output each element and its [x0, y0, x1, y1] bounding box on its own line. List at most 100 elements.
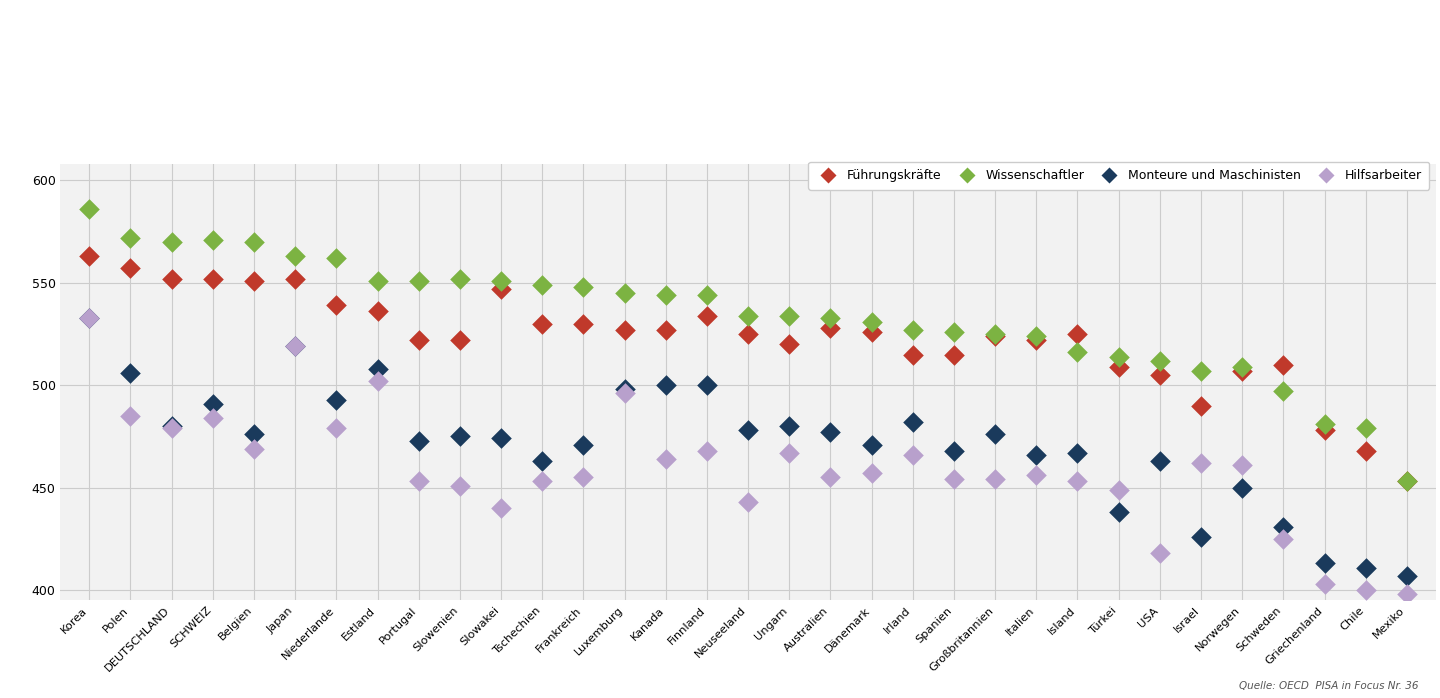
Point [325, 394, 348, 405]
Point [1107, 361, 1130, 372]
Point [284, 251, 307, 262]
Point [1066, 347, 1089, 358]
Point [942, 474, 965, 485]
Point [1395, 476, 1418, 487]
Point [860, 468, 883, 479]
Point [1148, 355, 1171, 366]
Point [284, 341, 307, 352]
Point [984, 429, 1007, 440]
Point [490, 275, 513, 286]
Point [242, 443, 265, 454]
Point [613, 288, 636, 299]
Point [120, 410, 143, 422]
Point [490, 503, 513, 514]
Point [78, 251, 101, 262]
Point [613, 384, 636, 395]
Point [1107, 351, 1130, 362]
Point [696, 445, 719, 456]
Point [160, 421, 183, 432]
Point [901, 417, 924, 428]
Point [1025, 330, 1048, 341]
Point [242, 275, 265, 286]
Point [984, 330, 1007, 341]
Point [408, 334, 431, 346]
Point [860, 327, 883, 338]
Point [942, 445, 965, 456]
Point [1107, 507, 1130, 518]
Point [736, 496, 760, 507]
Point [819, 426, 842, 438]
Point [1066, 476, 1089, 487]
Point [325, 253, 348, 264]
Point [490, 433, 513, 444]
Text: Durchschnittliche Zahl der PISA-Mathepunkte im Verhältnis zur Berufsgruppe (ISCO: Durchschnittliche Zahl der PISA-Mathepun… [69, 113, 770, 127]
Point [325, 423, 348, 434]
Point [654, 290, 677, 301]
Point [860, 439, 883, 450]
Point [448, 431, 471, 442]
Point [202, 398, 225, 409]
Point [531, 476, 554, 487]
Point [778, 447, 801, 459]
Point [1313, 579, 1336, 590]
Point [901, 450, 924, 461]
Point [1189, 457, 1212, 468]
Point [819, 322, 842, 334]
Point [1025, 334, 1048, 346]
Point [1148, 455, 1171, 466]
Point [366, 306, 389, 317]
Point [531, 455, 554, 466]
Point [78, 312, 101, 323]
Point [1189, 365, 1212, 376]
Point [408, 275, 431, 286]
Point [654, 380, 677, 391]
Text: ): ) [19, 54, 36, 93]
Point [160, 273, 183, 284]
Point [408, 435, 431, 446]
Point [613, 325, 636, 336]
Point [1025, 450, 1048, 461]
Point [284, 273, 307, 284]
Point [160, 237, 183, 248]
Point [366, 275, 389, 286]
Point [696, 380, 719, 391]
Legend: Führungskräfte, Wissenschaftler, Monteure und Maschinisten, Hilfsarbeiter: Führungskräfte, Wissenschaftler, Monteur… [808, 161, 1430, 190]
Point [1231, 365, 1254, 376]
Point [1354, 423, 1377, 434]
Point [572, 439, 595, 450]
Point [408, 476, 431, 487]
Point [284, 341, 307, 352]
Point [736, 424, 760, 436]
Point [572, 281, 595, 292]
Point [613, 388, 636, 399]
Point [202, 235, 225, 246]
Point [120, 263, 143, 274]
Point [1066, 447, 1089, 459]
Point [1313, 424, 1336, 436]
Text: ): ) [37, 54, 55, 93]
Point [1148, 369, 1171, 380]
Point [572, 472, 595, 483]
Point [1313, 419, 1336, 430]
Point [1066, 329, 1089, 340]
Point [366, 363, 389, 374]
Point [942, 349, 965, 360]
Point [778, 339, 801, 350]
Point [1189, 400, 1212, 411]
Point [696, 310, 719, 321]
Point [984, 474, 1007, 485]
Point [778, 421, 801, 432]
Point [1354, 445, 1377, 456]
Point [366, 376, 389, 387]
Point [242, 429, 265, 440]
Point [736, 310, 760, 321]
Point [1354, 584, 1377, 595]
Point [1025, 470, 1048, 481]
Point [572, 318, 595, 329]
Point [1272, 533, 1295, 544]
Point [490, 283, 513, 295]
Point [1148, 548, 1171, 559]
Point [1231, 361, 1254, 372]
Point [1231, 482, 1254, 493]
Point [448, 334, 471, 346]
